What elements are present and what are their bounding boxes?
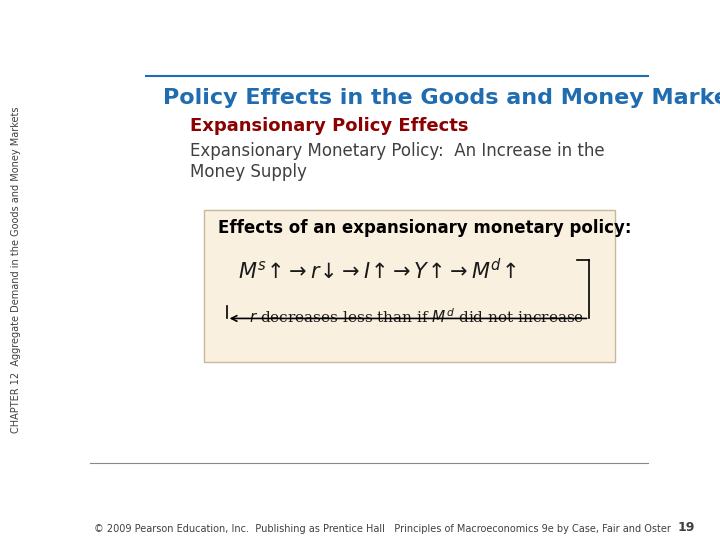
Bar — [204, 211, 615, 362]
Text: 19: 19 — [678, 521, 695, 534]
Text: $M^s\!\uparrow\!\rightarrow r\!\downarrow\!\rightarrow I\!\uparrow\!\rightarrow : $M^s\!\uparrow\!\rightarrow r\!\downarro… — [238, 258, 516, 282]
Text: Policy Effects in the Goods and Money Markets: Policy Effects in the Goods and Money Ma… — [163, 87, 720, 107]
Text: $r$ decreases less than if $M^d$ did not increase: $r$ decreases less than if $M^d$ did not… — [249, 307, 584, 326]
Text: CHAPTER 12  Aggregate Demand in the Goods and Money Markets: CHAPTER 12 Aggregate Demand in the Goods… — [11, 107, 21, 433]
Text: Expansionary Monetary Policy:  An Increase in the
Money Supply: Expansionary Monetary Policy: An Increas… — [190, 141, 605, 180]
Text: © 2009 Pearson Education, Inc.  Publishing as Prentice Hall   Principles of Macr: © 2009 Pearson Education, Inc. Publishin… — [94, 523, 670, 534]
Text: Effects of an expansionary monetary policy:: Effects of an expansionary monetary poli… — [218, 219, 632, 238]
Text: Expansionary Policy Effects: Expansionary Policy Effects — [190, 117, 469, 135]
